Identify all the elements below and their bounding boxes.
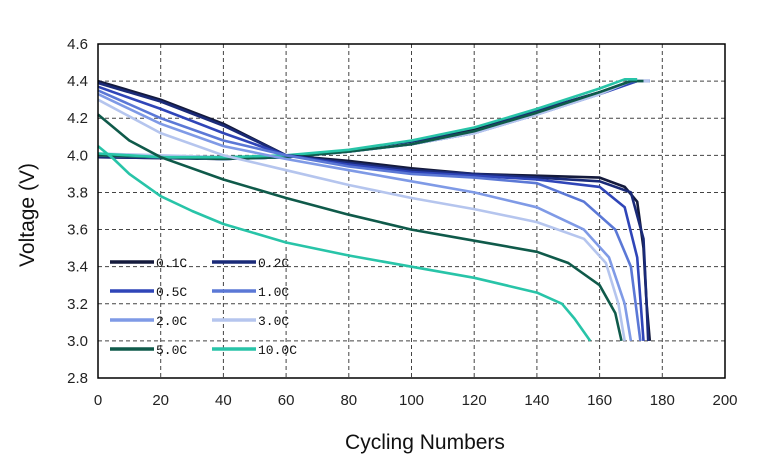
- y-tick-label: 3.0: [67, 333, 88, 350]
- series-10.0C-discharge-line: [97, 145, 592, 342]
- series-5.0C-charge-line: [97, 79, 644, 161]
- y-tick-label: 3.6: [67, 222, 88, 239]
- y-tick-label: 3.8: [67, 184, 88, 201]
- legend-label: 1.0C: [258, 285, 289, 300]
- series-3.0C-discharge-line: [97, 98, 626, 342]
- plot-frame: [97, 43, 726, 379]
- y-tick-label: 4.2: [67, 110, 88, 127]
- series-0.2C-discharge-line: [97, 81, 650, 341]
- x-tick-label: 200: [712, 392, 737, 409]
- series-1.0C-discharge-line: [97, 89, 642, 342]
- y-axis-ticks: 2.8 3.0 3.2 3.4 3.6 3.8 4.0 4.2 4.4 4.6: [67, 36, 88, 387]
- x-tick-label: 60: [278, 392, 295, 409]
- legend-label: 5.0C: [156, 343, 187, 358]
- y-tick-label: 2.8: [67, 370, 88, 387]
- series-lines: [97, 78, 652, 342]
- x-tick-label: 180: [650, 392, 675, 409]
- x-tick-label: 140: [524, 392, 549, 409]
- y-tick-label: 3.4: [67, 259, 88, 276]
- x-tick-label: 100: [399, 392, 424, 409]
- x-tick-label: 20: [152, 392, 169, 409]
- series-10.0C-charge-line: [97, 78, 638, 159]
- series-0.1C-discharge-line: [97, 79, 652, 342]
- legend: 0.1C 0.2C 0.5C 1.0C 2.0C 3.0C 5.0C 10.0C: [110, 256, 297, 358]
- legend-label: 3.0C: [258, 314, 289, 329]
- x-tick-label: 40: [215, 392, 232, 409]
- y-tick-label: 4.6: [67, 36, 88, 53]
- x-axis-label: Cycling Numbers: [345, 431, 505, 454]
- series-0.5C-discharge-line: [97, 85, 645, 341]
- y-axis-label: Voltage (V): [16, 163, 39, 267]
- series-5.0C-discharge-line: [97, 113, 623, 342]
- legend-label: 2.0C: [156, 314, 187, 329]
- y-tick-label: 3.2: [67, 296, 88, 313]
- x-tick-label: 0: [94, 392, 102, 409]
- x-tick-label: 160: [587, 392, 612, 409]
- x-tick-label: 120: [462, 392, 487, 409]
- y-tick-label: 4.0: [67, 147, 88, 164]
- legend-label: 10.0C: [258, 343, 297, 358]
- x-tick-label: 80: [340, 392, 357, 409]
- legend-label: 0.5C: [156, 285, 187, 300]
- legend-label: 0.2C: [258, 256, 289, 271]
- series-2.0C-discharge-line: [97, 92, 633, 342]
- x-axis-ticks: 0 20 40 60 80 100 120 140 160 180 200: [94, 392, 738, 409]
- legend-label: 0.1C: [156, 256, 187, 271]
- y-tick-label: 4.4: [67, 73, 88, 90]
